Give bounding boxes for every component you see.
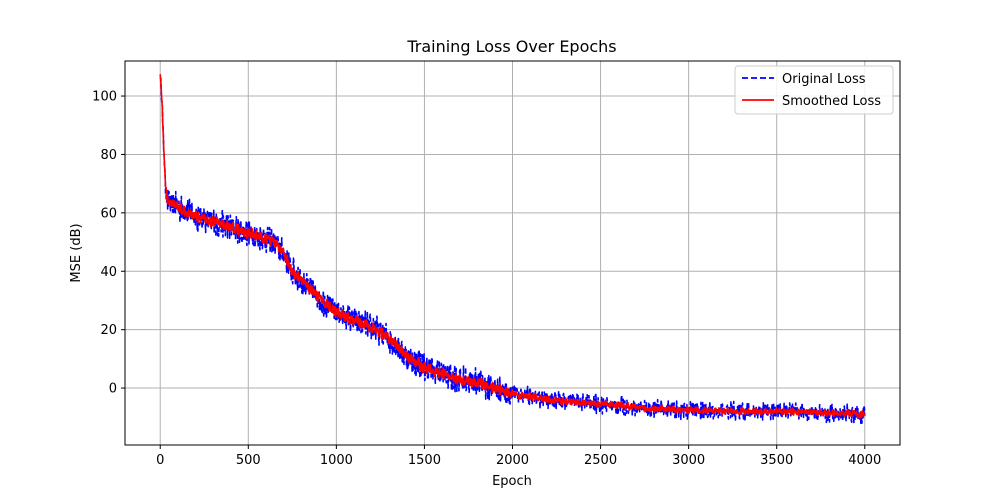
axis-ticks: 0 500 1000 1500 2000 2500 3000 3500 4000 0 20 40 60 8… xyxy=(92,90,881,468)
x-tick-label: 2000 xyxy=(496,453,529,468)
y-tick-label: 40 xyxy=(100,265,117,280)
legend-label-smoothed: Smoothed Loss xyxy=(782,94,881,109)
legend-label-original: Original Loss xyxy=(782,72,866,87)
y-tick-label: 60 xyxy=(100,206,117,221)
y-tick-label: 80 xyxy=(100,148,117,163)
x-tick-label: 1500 xyxy=(408,453,441,468)
legend-box xyxy=(734,65,894,115)
series-layer xyxy=(159,74,866,425)
y-axis-title: MSE (dB) xyxy=(69,223,84,282)
x-tick-label: 500 xyxy=(236,453,261,468)
smoothed-loss-line xyxy=(159,74,866,419)
legend: Original Loss Smoothed Loss xyxy=(734,65,894,115)
y-tick-label: 100 xyxy=(92,90,117,105)
x-tick-label: 2500 xyxy=(584,453,617,468)
x-tick-label: 3500 xyxy=(760,453,793,468)
x-tick-label: 3000 xyxy=(672,453,705,468)
y-tick-label: 20 xyxy=(100,323,117,338)
y-tick-label: 0 xyxy=(109,382,117,397)
chart-title: Training Loss Over Epochs xyxy=(406,37,616,56)
x-tick-label: 4000 xyxy=(848,453,881,468)
x-axis-title: Epoch xyxy=(492,474,532,489)
x-tick-label: 0 xyxy=(156,453,164,468)
x-tick-label: 1000 xyxy=(320,453,353,468)
